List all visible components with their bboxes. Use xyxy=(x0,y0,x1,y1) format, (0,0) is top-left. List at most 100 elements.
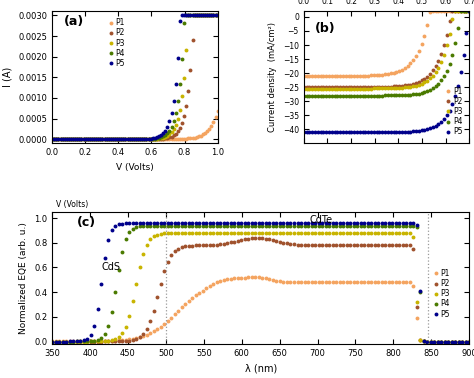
P1 xyxy=(123,137,128,141)
Y-axis label: I (A): I (A) xyxy=(3,67,13,87)
P4 xyxy=(446,339,451,344)
P2 xyxy=(348,85,354,90)
P3 xyxy=(156,136,162,141)
P5 xyxy=(163,129,168,133)
Y-axis label: Current density  (mA/cm²): Current density (mA/cm²) xyxy=(268,22,277,132)
P5 xyxy=(466,339,472,344)
P5 xyxy=(137,221,143,225)
P4 xyxy=(357,93,363,98)
P5 xyxy=(459,339,465,344)
P3 xyxy=(354,86,360,91)
P1 xyxy=(150,137,155,141)
P4 xyxy=(123,137,128,141)
P2 xyxy=(253,235,258,240)
P3 xyxy=(137,265,143,269)
Line: P5: P5 xyxy=(50,14,219,141)
P2 xyxy=(162,269,167,274)
P1 xyxy=(163,137,168,141)
P2 xyxy=(459,339,465,344)
P1 xyxy=(466,9,472,14)
P2 xyxy=(449,9,455,14)
Text: CdS: CdS xyxy=(101,262,120,272)
P4 xyxy=(340,223,346,228)
P2 xyxy=(137,335,143,339)
P2 xyxy=(405,83,410,87)
P4 xyxy=(163,133,168,137)
P1 xyxy=(343,74,349,78)
P3 xyxy=(148,137,154,141)
P2 xyxy=(343,85,349,90)
P2 xyxy=(466,9,472,14)
P3 xyxy=(301,86,307,91)
P4 xyxy=(148,136,154,141)
Line: P2: P2 xyxy=(302,9,471,89)
P5 xyxy=(198,13,204,18)
P3 xyxy=(357,86,363,91)
P5 xyxy=(150,136,155,141)
P3 xyxy=(405,85,410,89)
P2 xyxy=(198,13,204,18)
P3 xyxy=(340,231,346,235)
Text: (c): (c) xyxy=(77,216,96,229)
Line: P1: P1 xyxy=(50,275,471,344)
Y-axis label: Normalized EQE (arb. u.): Normalized EQE (arb. u.) xyxy=(19,222,28,334)
P5 xyxy=(405,129,410,134)
Line: P4: P4 xyxy=(50,14,219,141)
Legend: P1, P2, P3, P4, P5: P1, P2, P3, P4, P5 xyxy=(443,84,465,139)
P3 xyxy=(459,339,465,344)
P2 xyxy=(329,85,335,90)
P1 xyxy=(430,9,436,14)
Text: CdTe: CdTe xyxy=(310,215,333,225)
Line: P1: P1 xyxy=(50,108,219,141)
P5 xyxy=(238,221,244,225)
P1 xyxy=(284,280,290,284)
P4 xyxy=(156,136,162,140)
P1 xyxy=(137,335,143,339)
P5 xyxy=(383,221,388,225)
Line: P1: P1 xyxy=(302,9,471,78)
P4 xyxy=(137,224,143,229)
P5 xyxy=(466,9,472,14)
P1 xyxy=(348,74,354,78)
P5 xyxy=(329,130,335,134)
P3 xyxy=(163,135,168,139)
P5 xyxy=(301,130,307,134)
P3 xyxy=(49,339,55,344)
P3 xyxy=(150,137,155,141)
P2 xyxy=(49,339,55,344)
P4 xyxy=(284,223,290,228)
P2 xyxy=(354,85,360,90)
P1 xyxy=(466,339,472,344)
Line: P4: P4 xyxy=(302,9,471,98)
P2 xyxy=(357,85,363,89)
P5 xyxy=(49,339,55,344)
P4 xyxy=(383,223,388,228)
Text: (b): (b) xyxy=(315,22,336,35)
Line: P2: P2 xyxy=(50,236,471,344)
P5 xyxy=(348,130,354,134)
P1 xyxy=(405,64,410,68)
P1 xyxy=(301,74,307,78)
P1 xyxy=(148,137,154,141)
P4 xyxy=(459,339,465,344)
P5 xyxy=(343,130,349,134)
P1 xyxy=(215,108,220,113)
P3 xyxy=(449,339,455,344)
P5 xyxy=(162,221,167,225)
P4 xyxy=(183,13,189,18)
P4 xyxy=(49,137,55,141)
P1 xyxy=(357,73,363,78)
P2 xyxy=(383,243,388,248)
P1 xyxy=(383,280,388,285)
P4 xyxy=(458,9,464,14)
Line: P3: P3 xyxy=(50,14,219,141)
P3 xyxy=(343,86,349,91)
P5 xyxy=(357,130,363,134)
P3 xyxy=(215,13,220,18)
P5 xyxy=(215,13,220,18)
P4 xyxy=(150,136,155,141)
Text: V (Volts): V (Volts) xyxy=(56,200,89,209)
P3 xyxy=(185,13,191,18)
P4 xyxy=(215,13,220,18)
P3 xyxy=(330,231,336,235)
